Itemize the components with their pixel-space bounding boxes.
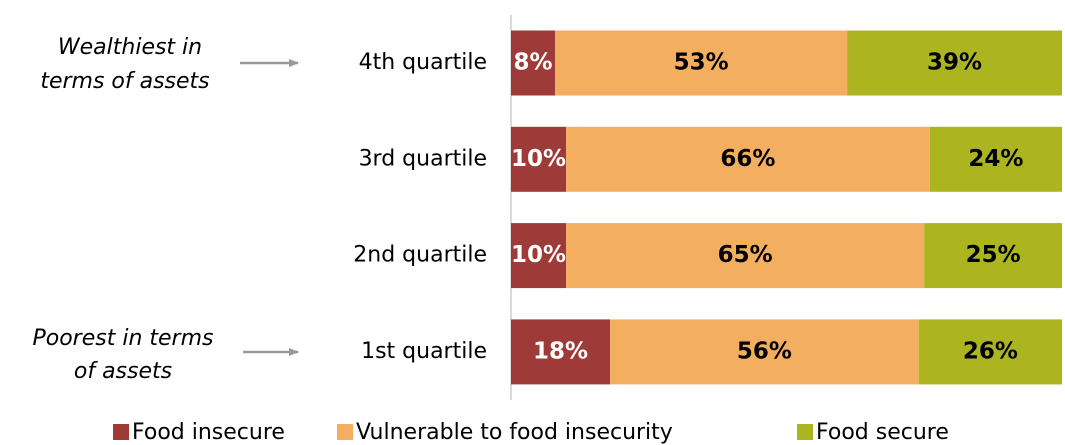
data-label: 24% — [968, 146, 1023, 172]
category-label: 4th quartile — [359, 50, 487, 75]
bar-segment — [929, 126, 1062, 192]
legend-label: Food secure — [816, 420, 949, 445]
bar-segment — [610, 319, 919, 385]
bar-segment — [555, 30, 848, 96]
data-label: 65% — [718, 242, 773, 268]
data-label: 25% — [966, 242, 1021, 268]
legend-swatch — [337, 424, 353, 440]
legend-swatch — [113, 424, 129, 440]
bar-segment — [847, 30, 1062, 96]
bar-segment — [511, 30, 556, 96]
bar-segment — [566, 126, 930, 192]
bar-segment — [918, 319, 1062, 385]
category-label: 1st quartile — [361, 339, 487, 364]
category-label: 2nd quartile — [353, 243, 487, 268]
data-label: 10% — [511, 146, 566, 172]
data-label: 53% — [674, 50, 729, 76]
category-label: 3rd quartile — [359, 146, 487, 171]
data-label: 10% — [511, 242, 566, 268]
bar-segment — [511, 126, 567, 192]
data-label: 66% — [720, 146, 775, 172]
data-label: 26% — [963, 338, 1018, 364]
legend-label: Food insecure — [132, 420, 285, 445]
data-label: 18% — [533, 338, 588, 364]
bar-segment — [511, 223, 567, 289]
annotation: Poorest in terms — [33, 326, 214, 351]
annotation: terms of assets — [40, 69, 209, 94]
bar-segment — [566, 223, 925, 289]
annotation: Wealthiest in — [58, 35, 202, 60]
bar-segment — [511, 319, 611, 385]
annotation: of assets — [74, 359, 172, 384]
data-label: 8% — [514, 50, 553, 76]
data-label: 56% — [737, 338, 792, 364]
data-label: 39% — [927, 50, 982, 76]
legend-swatch — [797, 424, 813, 440]
legend-label: Vulnerable to food insecurity — [356, 420, 673, 445]
bar-segment — [924, 223, 1062, 289]
